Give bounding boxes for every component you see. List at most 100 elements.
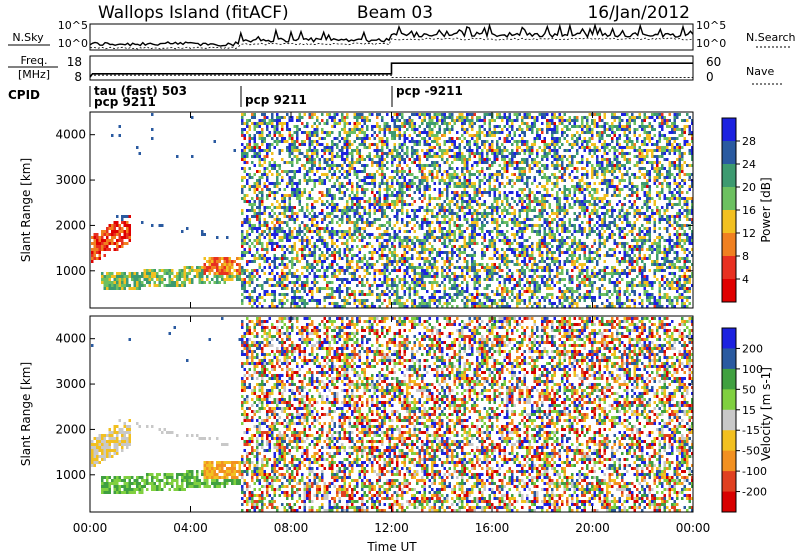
heatmap-cell bbox=[293, 275, 296, 278]
heatmap-cell bbox=[386, 278, 389, 281]
heatmap-cell bbox=[241, 266, 244, 269]
heatmap-cell bbox=[241, 251, 244, 254]
heatmap-cell bbox=[478, 179, 481, 182]
heatmap-cell bbox=[136, 146, 139, 149]
heatmap-cell bbox=[443, 149, 446, 152]
heatmap-cell bbox=[333, 302, 336, 305]
heatmap-cell bbox=[343, 119, 346, 122]
heatmap-cell bbox=[513, 134, 516, 137]
heatmap-cell bbox=[346, 257, 349, 260]
heatmap-cell bbox=[468, 239, 471, 242]
heatmap-cell bbox=[251, 146, 254, 149]
heatmap-cell bbox=[361, 257, 364, 260]
heatmap-cell bbox=[321, 119, 324, 122]
heatmap-cell bbox=[471, 113, 474, 116]
heatmap-cell bbox=[288, 194, 291, 197]
heatmap-cell bbox=[526, 197, 529, 200]
heatmap-cell bbox=[386, 143, 389, 146]
heatmap-cell bbox=[403, 182, 406, 185]
heatmap-cell bbox=[103, 248, 106, 251]
heatmap-cell bbox=[253, 185, 256, 188]
heatmap-cell bbox=[446, 305, 449, 308]
heatmap-cell bbox=[543, 269, 546, 272]
heatmap-cell bbox=[283, 209, 286, 212]
heatmap-cell bbox=[473, 296, 476, 299]
heatmap-cell bbox=[271, 122, 274, 125]
heatmap-cell bbox=[126, 233, 129, 236]
heatmap-cell bbox=[181, 230, 184, 233]
heatmap-cell bbox=[256, 122, 259, 125]
heatmap-cell bbox=[311, 254, 314, 257]
heatmap-cell bbox=[426, 257, 429, 260]
heatmap-cell bbox=[426, 302, 429, 305]
heatmap-cell bbox=[448, 221, 451, 224]
heatmap-cell bbox=[276, 191, 279, 194]
heatmap-cell bbox=[346, 242, 349, 245]
heatmap-cell bbox=[466, 254, 469, 257]
heatmap-cell bbox=[323, 230, 326, 233]
heatmap-cell bbox=[471, 134, 474, 137]
heatmap-cell bbox=[326, 173, 329, 176]
heatmap-cell bbox=[248, 176, 251, 179]
heatmap-cell bbox=[351, 143, 354, 146]
heatmap-cell bbox=[251, 254, 254, 257]
heatmap-cell bbox=[523, 221, 526, 224]
heatmap-cell bbox=[321, 251, 324, 254]
heatmap-cell bbox=[443, 284, 446, 287]
heatmap-cell bbox=[351, 236, 354, 239]
heatmap-cell bbox=[351, 191, 354, 194]
heatmap-cell bbox=[253, 290, 256, 293]
heatmap-cell bbox=[331, 260, 334, 263]
heatmap-cell bbox=[288, 170, 291, 173]
heatmap-cell bbox=[361, 113, 364, 116]
heatmap-cell bbox=[243, 113, 246, 116]
heatmap-cell bbox=[466, 302, 469, 305]
heatmap-cell bbox=[121, 215, 124, 218]
heatmap-cell bbox=[366, 188, 369, 191]
heatmap-cell bbox=[293, 173, 296, 176]
heatmap-cell bbox=[411, 173, 414, 176]
heatmap-cell bbox=[243, 236, 246, 239]
heatmap-cell bbox=[353, 167, 356, 170]
heatmap-cell bbox=[333, 116, 336, 119]
heatmap-cell bbox=[356, 176, 359, 179]
heatmap-cell bbox=[346, 221, 349, 224]
heatmap-cell bbox=[281, 179, 284, 182]
heatmap-cell bbox=[306, 206, 309, 209]
heatmap-cell bbox=[481, 158, 484, 161]
heatmap-cell bbox=[303, 266, 306, 269]
heatmap-cell bbox=[458, 245, 461, 248]
heatmap-cell bbox=[376, 287, 379, 290]
heatmap-cell bbox=[241, 131, 244, 134]
heatmap-cell bbox=[276, 215, 279, 218]
heatmap-cell bbox=[346, 254, 349, 257]
heatmap-cell bbox=[351, 197, 354, 200]
heatmap-cell bbox=[328, 134, 331, 137]
heatmap-cell bbox=[518, 179, 521, 182]
heatmap-cell bbox=[371, 173, 374, 176]
heatmap-cell bbox=[443, 179, 446, 182]
heatmap-cell bbox=[441, 275, 444, 278]
heatmap-cell bbox=[528, 167, 531, 170]
heatmap-cell bbox=[278, 278, 281, 281]
heatmap-cell bbox=[271, 239, 274, 242]
heatmap-cell bbox=[346, 245, 349, 248]
heatmap-cell bbox=[543, 203, 546, 206]
heatmap-cell bbox=[308, 218, 311, 221]
heatmap-cell bbox=[306, 302, 309, 305]
heatmap-cell bbox=[518, 197, 521, 200]
heatmap-cell bbox=[478, 233, 481, 236]
heatmap-cell bbox=[496, 176, 499, 179]
heatmap-cell bbox=[541, 170, 544, 173]
heatmap-cell bbox=[456, 305, 459, 308]
heatmap-cell bbox=[468, 293, 471, 296]
heatmap-cell bbox=[281, 302, 284, 305]
heatmap-cell bbox=[316, 131, 319, 134]
heatmap-cell bbox=[398, 188, 401, 191]
heatmap-cell bbox=[466, 221, 469, 224]
heatmap-cell bbox=[233, 260, 236, 263]
heatmap-cell bbox=[326, 245, 329, 248]
heatmap-cell bbox=[296, 257, 299, 260]
heatmap-cell bbox=[181, 272, 184, 275]
heatmap-cell bbox=[393, 230, 396, 233]
